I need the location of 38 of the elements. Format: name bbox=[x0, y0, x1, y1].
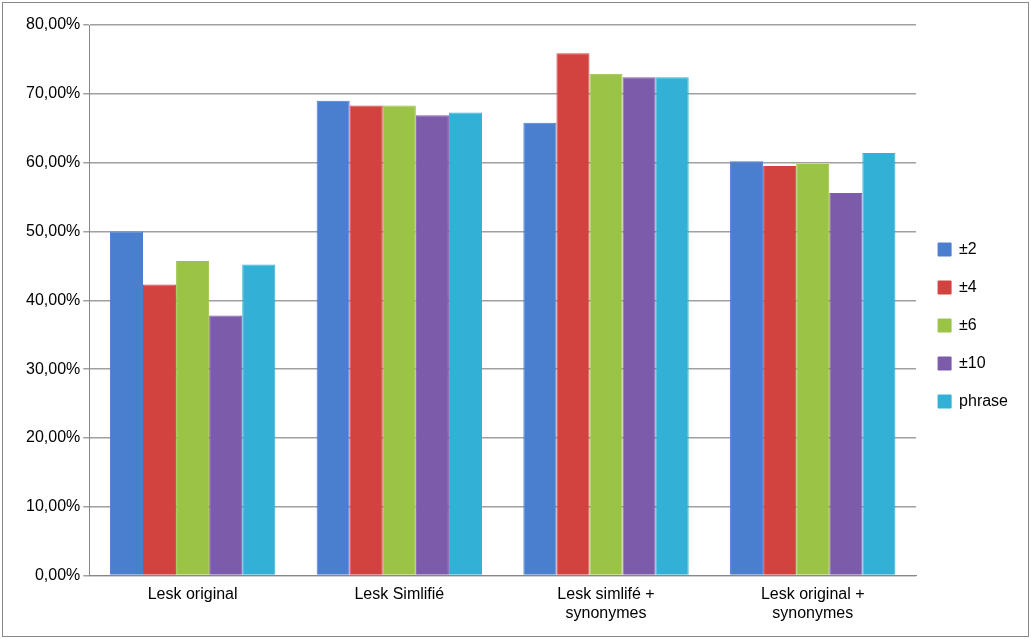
bar bbox=[316, 100, 350, 575]
bar bbox=[143, 284, 177, 575]
legend-label: ±2 bbox=[959, 239, 977, 257]
legend-label: ±6 bbox=[959, 315, 977, 333]
bar bbox=[382, 105, 416, 575]
bar bbox=[448, 112, 482, 575]
bar bbox=[730, 161, 764, 575]
bar bbox=[209, 315, 243, 575]
y-tick-label: 10,00% bbox=[26, 497, 81, 515]
bar bbox=[242, 264, 276, 575]
y-tick-label: 50,00% bbox=[26, 221, 81, 239]
bar bbox=[589, 73, 623, 575]
y-tick-label: 30,00% bbox=[26, 359, 81, 377]
bar bbox=[862, 153, 896, 575]
bar bbox=[763, 166, 797, 575]
y-tick-label: 0,00% bbox=[34, 566, 81, 584]
legend-label: ±4 bbox=[959, 277, 977, 295]
bar bbox=[622, 77, 656, 575]
bar bbox=[829, 192, 863, 575]
bar bbox=[655, 77, 689, 575]
x-tick-label: Lesk original + synonymes bbox=[760, 584, 865, 621]
y-tick-label: 80,00% bbox=[26, 15, 81, 33]
y-tick-label: 20,00% bbox=[26, 428, 81, 446]
bar bbox=[556, 53, 590, 575]
bar bbox=[796, 164, 830, 575]
legend-label: ±10 bbox=[959, 353, 986, 371]
legend-label: phrase bbox=[959, 391, 1009, 409]
x-tick-label: Lesk Simlifié bbox=[354, 584, 445, 602]
bar bbox=[415, 115, 449, 575]
y-tick-label: 70,00% bbox=[26, 84, 81, 102]
y-tick-label: 60,00% bbox=[26, 153, 81, 171]
x-tick-label: Lesk simlifé + synonymes bbox=[557, 584, 655, 621]
bar bbox=[176, 261, 210, 575]
y-tick-label: 40,00% bbox=[26, 290, 81, 308]
x-tick-label: Lesk original bbox=[147, 584, 238, 602]
bar bbox=[349, 105, 383, 575]
bar bbox=[109, 231, 144, 575]
bar bbox=[523, 122, 557, 575]
